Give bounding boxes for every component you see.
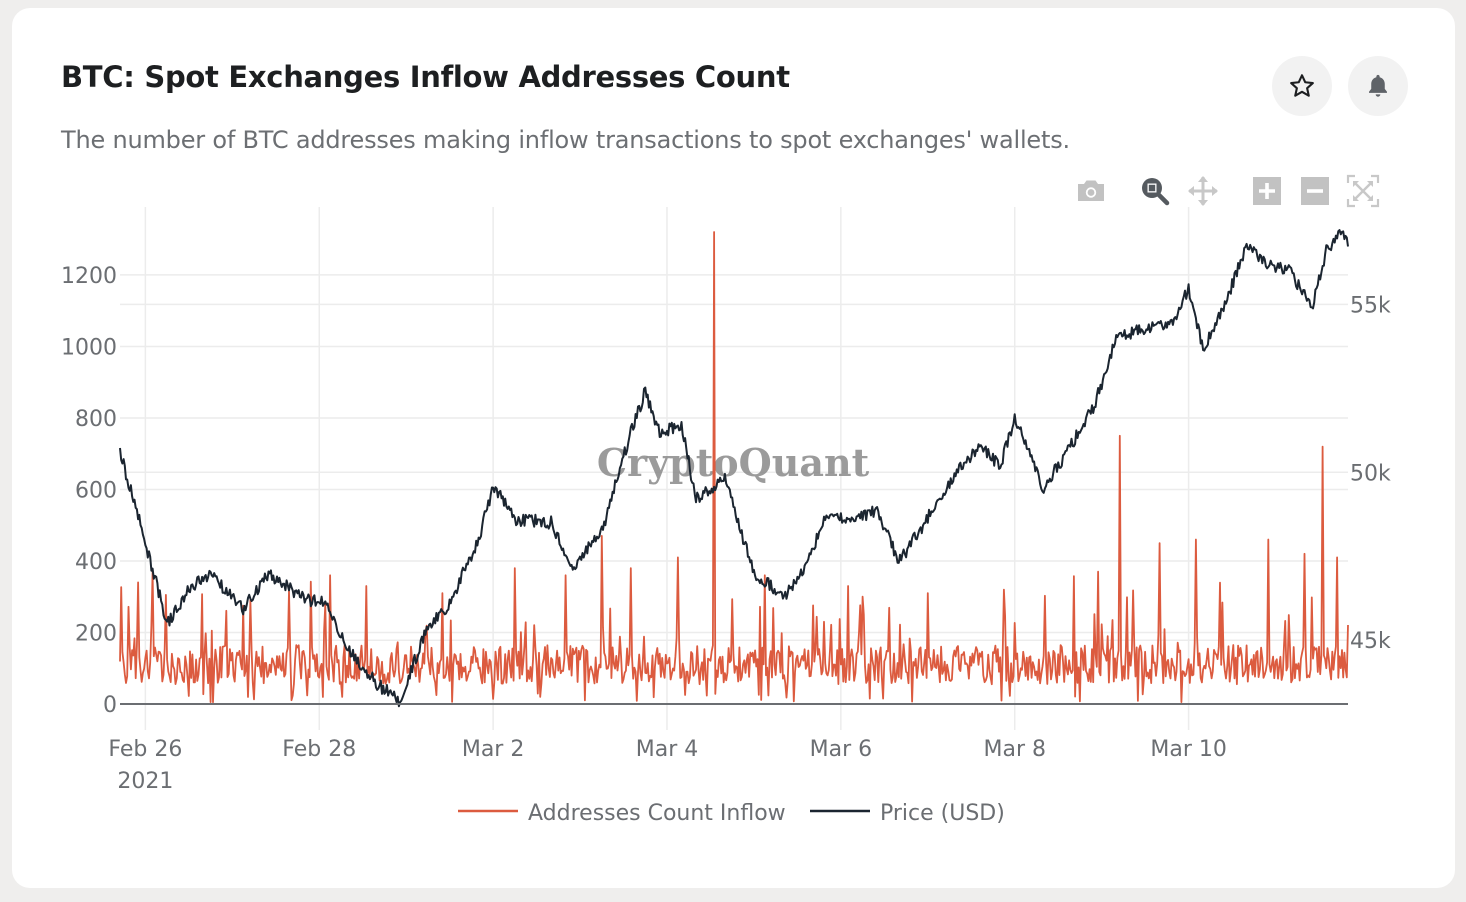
bell-icon [1369,74,1387,97]
zoom-mode-button[interactable] [1138,174,1172,208]
x-tick-label: Mar 4 [636,737,699,762]
zoom-icon [1142,178,1170,206]
y-left-tick-label: 1000 [61,335,117,360]
y-left-tick-label: 200 [75,621,117,646]
pan-mode-button[interactable] [1186,174,1220,208]
series-line-price[interactable] [119,229,1349,708]
x-tick-label: Mar 2 [462,737,525,762]
chart-card: BTC: Spot Exchanges Inflow Addresses Cou… [12,8,1455,888]
y-right-tick-label: 55k [1350,293,1391,318]
legend-item-price[interactable]: Price (USD) [810,801,1005,826]
y-right-tick-label: 45k [1350,629,1391,654]
x-tick-label: Mar 6 [810,737,873,762]
legend-label-inflow: Addresses Count Inflow [528,801,786,826]
zoom-out-button[interactable] [1298,174,1332,208]
autoscale-icon [1346,174,1380,208]
favorite-button[interactable] [1272,56,1332,116]
zoom-in-button[interactable] [1250,174,1284,208]
y-left-tick-label: 600 [75,478,117,503]
x-tick-label: Feb 28 [282,737,356,762]
x-tick-label: Mar 8 [983,737,1046,762]
x-tick-year: 2021 [117,769,173,794]
legend-item-inflow[interactable]: Addresses Count Inflow [458,801,786,826]
watermark: CryptoQuant [597,440,870,485]
x-tick-label: Mar 10 [1150,737,1227,762]
chart-title: BTC: Spot Exchanges Inflow Addresses Cou… [61,60,790,94]
pan-icon [1188,176,1218,206]
download-png-button[interactable] [1074,174,1108,208]
y-left-tick-label: 1200 [61,264,117,289]
camera-icon [1078,180,1104,201]
axes: Feb 26 2021 Feb 28 Mar 2 Mar 4 Mar 6 Mar 8 Mar … [61,264,1391,794]
series-line-inflow[interactable] [119,231,1349,704]
legend-label-price: Price (USD) [880,801,1005,826]
y-left-tick-label: 800 [75,407,117,432]
zoom-out-icon [1301,177,1329,205]
chart-description: The number of BTC addresses making inflo… [61,126,1070,154]
star-outline-icon [1290,74,1314,97]
plot-area[interactable] [119,229,1349,708]
x-tick-label: Feb 26 [108,737,182,762]
autoscale-button[interactable] [1346,174,1380,208]
y-left-tick-label: 0 [103,693,117,718]
legend: Addresses Count Inflow Price (USD) [458,801,1005,826]
alert-button[interactable] [1348,56,1408,116]
y-left-tick-label: 400 [75,550,117,575]
y-right-tick-label: 50k [1350,461,1391,486]
zoom-in-icon [1253,177,1281,205]
